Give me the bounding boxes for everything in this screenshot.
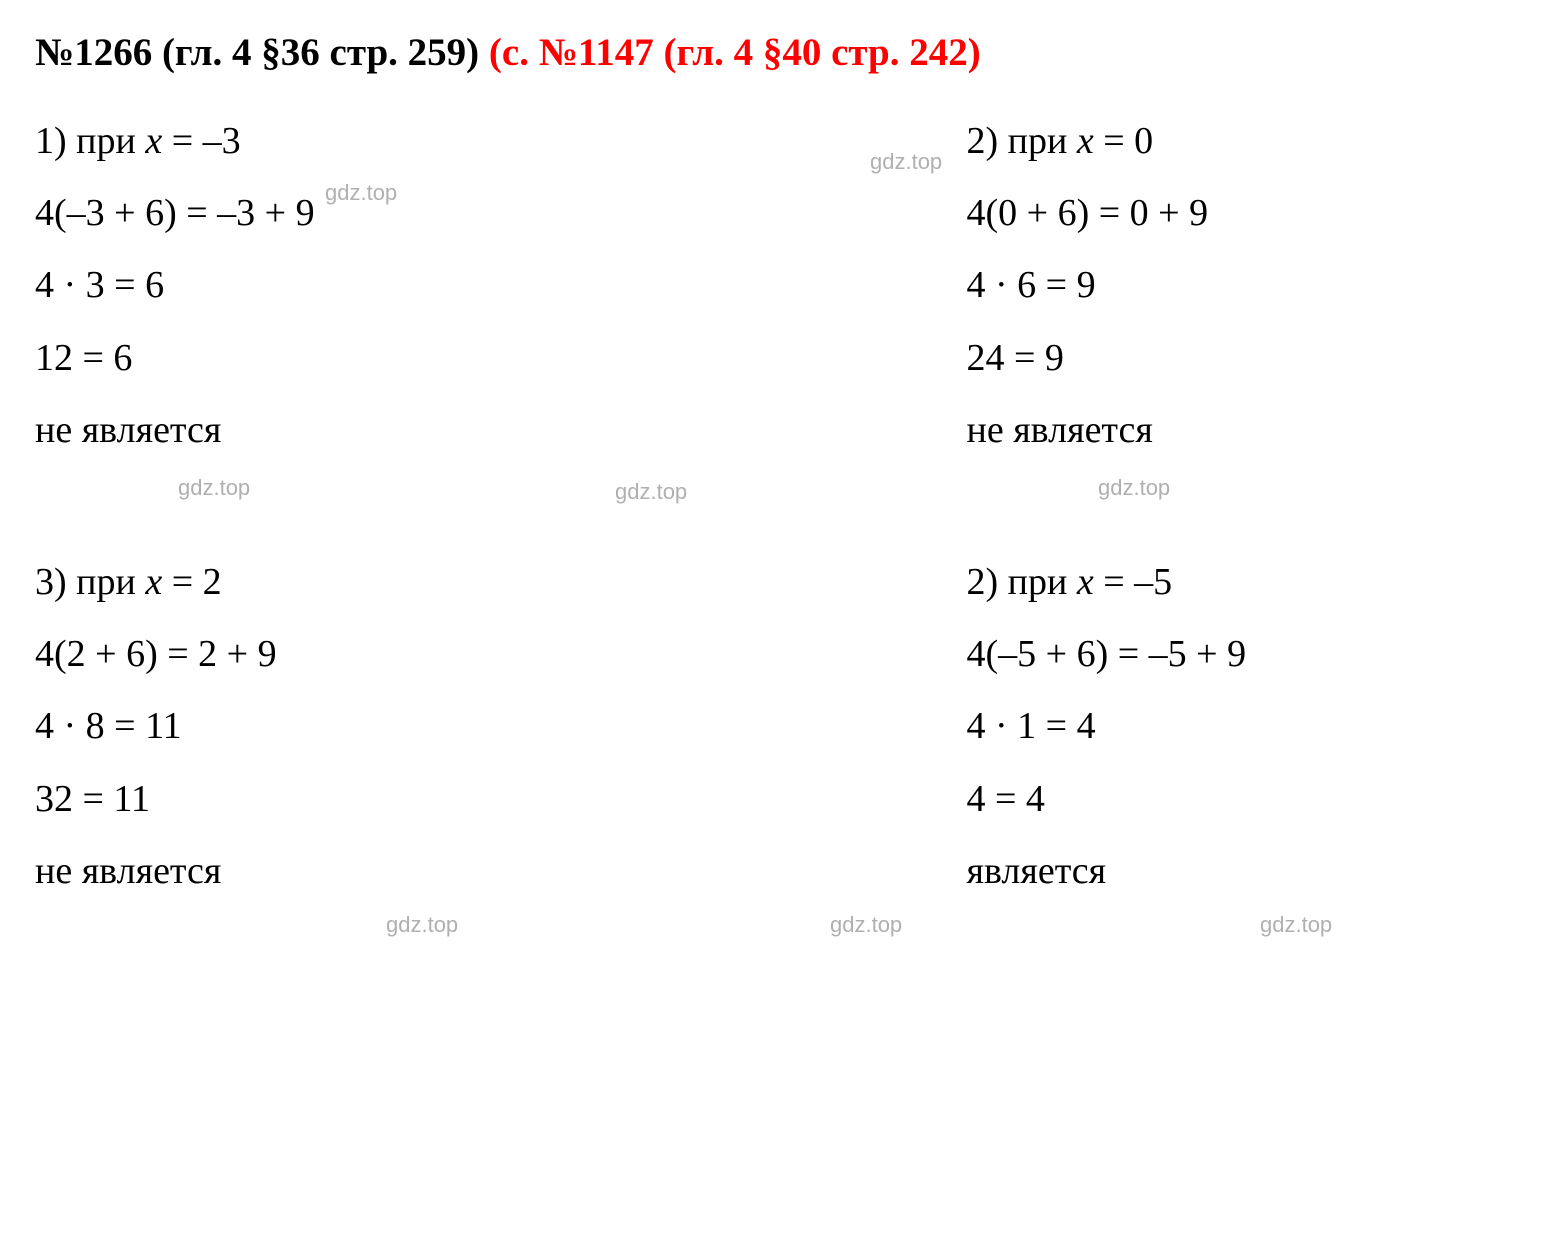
watermark-3: gdz.top: [178, 475, 250, 501]
block1-line4: 12 = 6: [35, 322, 737, 394]
block3-val: = 2: [162, 561, 221, 603]
block4-label: 2) при: [967, 561, 1077, 603]
block2-line1: 2) при x = 0: [967, 105, 1519, 177]
block1-line1: 1) при x = –3: [35, 105, 737, 177]
solution-block-3: 3) при x = 2 4(2 + 6) = 2 + 9 4 · 8 = 11…: [35, 546, 737, 907]
block1-var: x: [145, 120, 162, 162]
watermark-1: gdz.top: [325, 180, 397, 206]
solution-block-1: 1) при x = –3 4(–3 + 6) = –3 + 9 4 · 3 =…: [35, 105, 737, 466]
content-grid: 1) при x = –3 4(–3 + 6) = –3 + 9 4 · 3 =…: [35, 105, 1518, 907]
block2-label: 2) при: [967, 120, 1077, 162]
solution-block-4: 2) при x = –5 4(–5 + 6) = –5 + 9 4 · 1 =…: [817, 546, 1519, 907]
watermark-2: gdz.top: [870, 149, 942, 175]
block1-line3: 4 · 3 = 6: [35, 249, 737, 321]
block2-val: = 0: [1094, 120, 1153, 162]
block3-line5: не является: [35, 835, 737, 907]
header-red-text: (с. №1147 (гл. 4 §40 стр. 242): [489, 31, 981, 74]
block3-line2: 4(2 + 6) = 2 + 9: [35, 618, 737, 690]
row-spacer-1: [35, 466, 737, 546]
block2-line3: 4 · 6 = 9: [967, 249, 1519, 321]
watermark-5: gdz.top: [1098, 475, 1170, 501]
block3-line1: 3) при x = 2: [35, 546, 737, 618]
block3-label: 3) при: [35, 561, 145, 603]
block4-line1: 2) при x = –5: [967, 546, 1519, 618]
block4-line2: 4(–5 + 6) = –5 + 9: [967, 618, 1519, 690]
block2-line5: не является: [967, 394, 1519, 466]
block4-val: = –5: [1094, 561, 1172, 603]
header-black-text: №1266 (гл. 4 §36 стр. 259): [35, 31, 489, 74]
block1-line5: не является: [35, 394, 737, 466]
block4-var: x: [1077, 561, 1094, 603]
block2-var: x: [1077, 120, 1094, 162]
watermark-4: gdz.top: [615, 479, 687, 505]
block3-var: x: [145, 561, 162, 603]
block4-line4: 4 = 4: [967, 763, 1519, 835]
watermark-8: gdz.top: [1260, 912, 1332, 938]
block4-line3: 4 · 1 = 4: [967, 690, 1519, 762]
block4-line5: является: [967, 835, 1519, 907]
block1-label: 1) при: [35, 120, 145, 162]
block2-line4: 24 = 9: [967, 322, 1519, 394]
block3-line4: 32 = 11: [35, 763, 737, 835]
block2-line2: 4(0 + 6) = 0 + 9: [967, 177, 1519, 249]
page-header: №1266 (гл. 4 §36 стр. 259) (с. №1147 (гл…: [35, 30, 1518, 75]
watermark-6: gdz.top: [386, 912, 458, 938]
watermark-7: gdz.top: [830, 912, 902, 938]
block1-val: = –3: [162, 120, 240, 162]
block3-line3: 4 · 8 = 11: [35, 690, 737, 762]
